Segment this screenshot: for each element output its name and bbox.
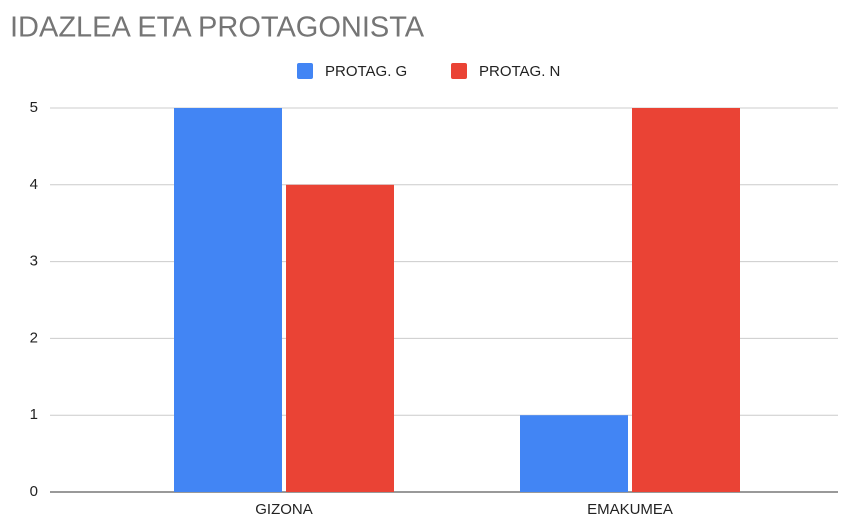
legend-label: PROTAG. N [479, 63, 560, 80]
bar [174, 108, 282, 492]
y-tick-label: 3 [30, 253, 38, 270]
y-tick-label: 4 [30, 176, 38, 193]
y-tick-label: 2 [30, 329, 38, 346]
x-tick-label: GIZONA [255, 501, 313, 518]
legend-swatch [451, 63, 467, 79]
legend-swatch [297, 63, 313, 79]
bar [286, 184, 394, 493]
bar [520, 415, 628, 492]
chart-title: IDAZLEA ETA PROTAGONISTA [10, 12, 425, 44]
y-tick-label: 5 [30, 99, 38, 116]
legend-label: PROTAG. G [325, 63, 407, 80]
x-tick-label: EMAKUMEA [587, 501, 673, 518]
y-tick-label: 0 [30, 483, 38, 500]
y-tick-label: 1 [30, 406, 38, 423]
bar [632, 108, 740, 492]
